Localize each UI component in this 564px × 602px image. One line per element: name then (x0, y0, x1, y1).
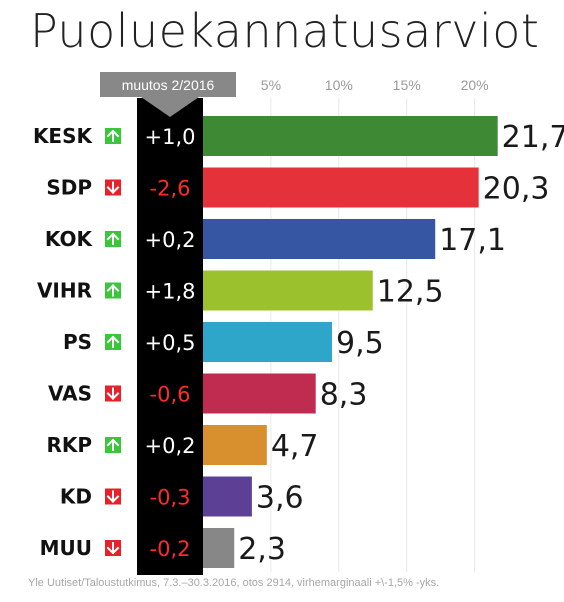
change-value: -2,6 (150, 177, 191, 201)
party-label: KD (60, 485, 92, 509)
party-label: RKP (46, 433, 92, 457)
source-footnote: Yle Uutiset/Taloustutkimus, 7.3.–30.3.20… (28, 577, 440, 589)
party-label: KESK (33, 124, 94, 148)
change-value: -0,2 (150, 537, 191, 561)
party-row-rkp: RKP +0,2 4,7 (46, 425, 319, 465)
party-row-ps: PS +0,5 9,5 (63, 322, 384, 362)
x-tick-label: 15% (393, 77, 421, 93)
change-column-pointer (141, 97, 199, 117)
value-label: 2,3 (238, 532, 286, 567)
change-value: +0,5 (145, 331, 196, 355)
arrow-glyph (106, 387, 120, 400)
bar (203, 116, 498, 156)
party-label: VAS (48, 382, 92, 406)
x-tick-label: 10% (325, 77, 353, 93)
party-label: MUU (40, 536, 92, 560)
arrow-glyph (106, 335, 120, 348)
arrow-glyph (106, 232, 120, 245)
value-label: 3,6 (256, 481, 304, 516)
arrow-glyph (106, 284, 120, 297)
change-value: +1,8 (145, 280, 196, 304)
value-label: 21,7 (502, 120, 564, 155)
value-label: 20,3 (483, 172, 550, 207)
party-label: KOK (45, 227, 94, 251)
party-row-kesk: KESK +1,0 21,7 (33, 116, 564, 156)
arrow-glyph (106, 542, 120, 555)
value-label: 8,3 (320, 378, 368, 413)
party-label: PS (63, 330, 92, 354)
bar-rows: KESK +1,0 21,7 SDP -2,6 20,3 KOK +0,2 17,1 VIHR +1… (33, 116, 564, 568)
change-column: muutos 2/2016 (100, 72, 236, 575)
arrow-glyph (106, 181, 120, 194)
change-value: +1,0 (145, 125, 196, 149)
x-tick-label: 20% (461, 77, 489, 93)
arrow-glyph (106, 438, 120, 451)
bar (203, 528, 235, 568)
arrow-glyph (106, 129, 120, 142)
change-header: muutos 2/2016 (122, 77, 215, 93)
party-row-vihr: VIHR +1,8 12,5 (37, 270, 444, 311)
value-label: 12,5 (377, 275, 444, 310)
party-row-kok: KOK +0,2 17,1 (45, 219, 506, 259)
change-value: -0,3 (150, 486, 191, 510)
party-label: VIHR (37, 279, 92, 303)
change-value: -0,6 (150, 383, 191, 407)
chart-title: Puoluekannatusarviot (30, 4, 540, 58)
x-tick-label: 5% (261, 77, 281, 93)
bar (203, 167, 479, 208)
bar (203, 373, 316, 414)
bar (203, 476, 252, 517)
bar (203, 425, 267, 465)
value-label: 17,1 (439, 223, 506, 258)
arrow-glyph (106, 490, 120, 503)
party-row-vas: VAS -0,6 8,3 (48, 373, 368, 414)
x-axis-ticks: 5% 10% 15% 20% (261, 77, 489, 93)
value-label: 9,5 (336, 326, 384, 361)
party-label: SDP (46, 176, 92, 200)
bar (203, 219, 436, 259)
party-row-kd: KD -0,3 3,6 (60, 476, 304, 517)
party-row-muu: MUU -0,2 2,3 (40, 528, 286, 568)
party-row-sdp: SDP -2,6 20,3 (46, 167, 550, 208)
change-value: +0,2 (145, 228, 196, 252)
value-label: 4,7 (271, 429, 319, 464)
bar (203, 270, 373, 311)
change-value: +0,2 (145, 434, 196, 458)
bar (203, 322, 333, 362)
change-column-background (137, 98, 203, 575)
change-header-tab (100, 72, 236, 97)
